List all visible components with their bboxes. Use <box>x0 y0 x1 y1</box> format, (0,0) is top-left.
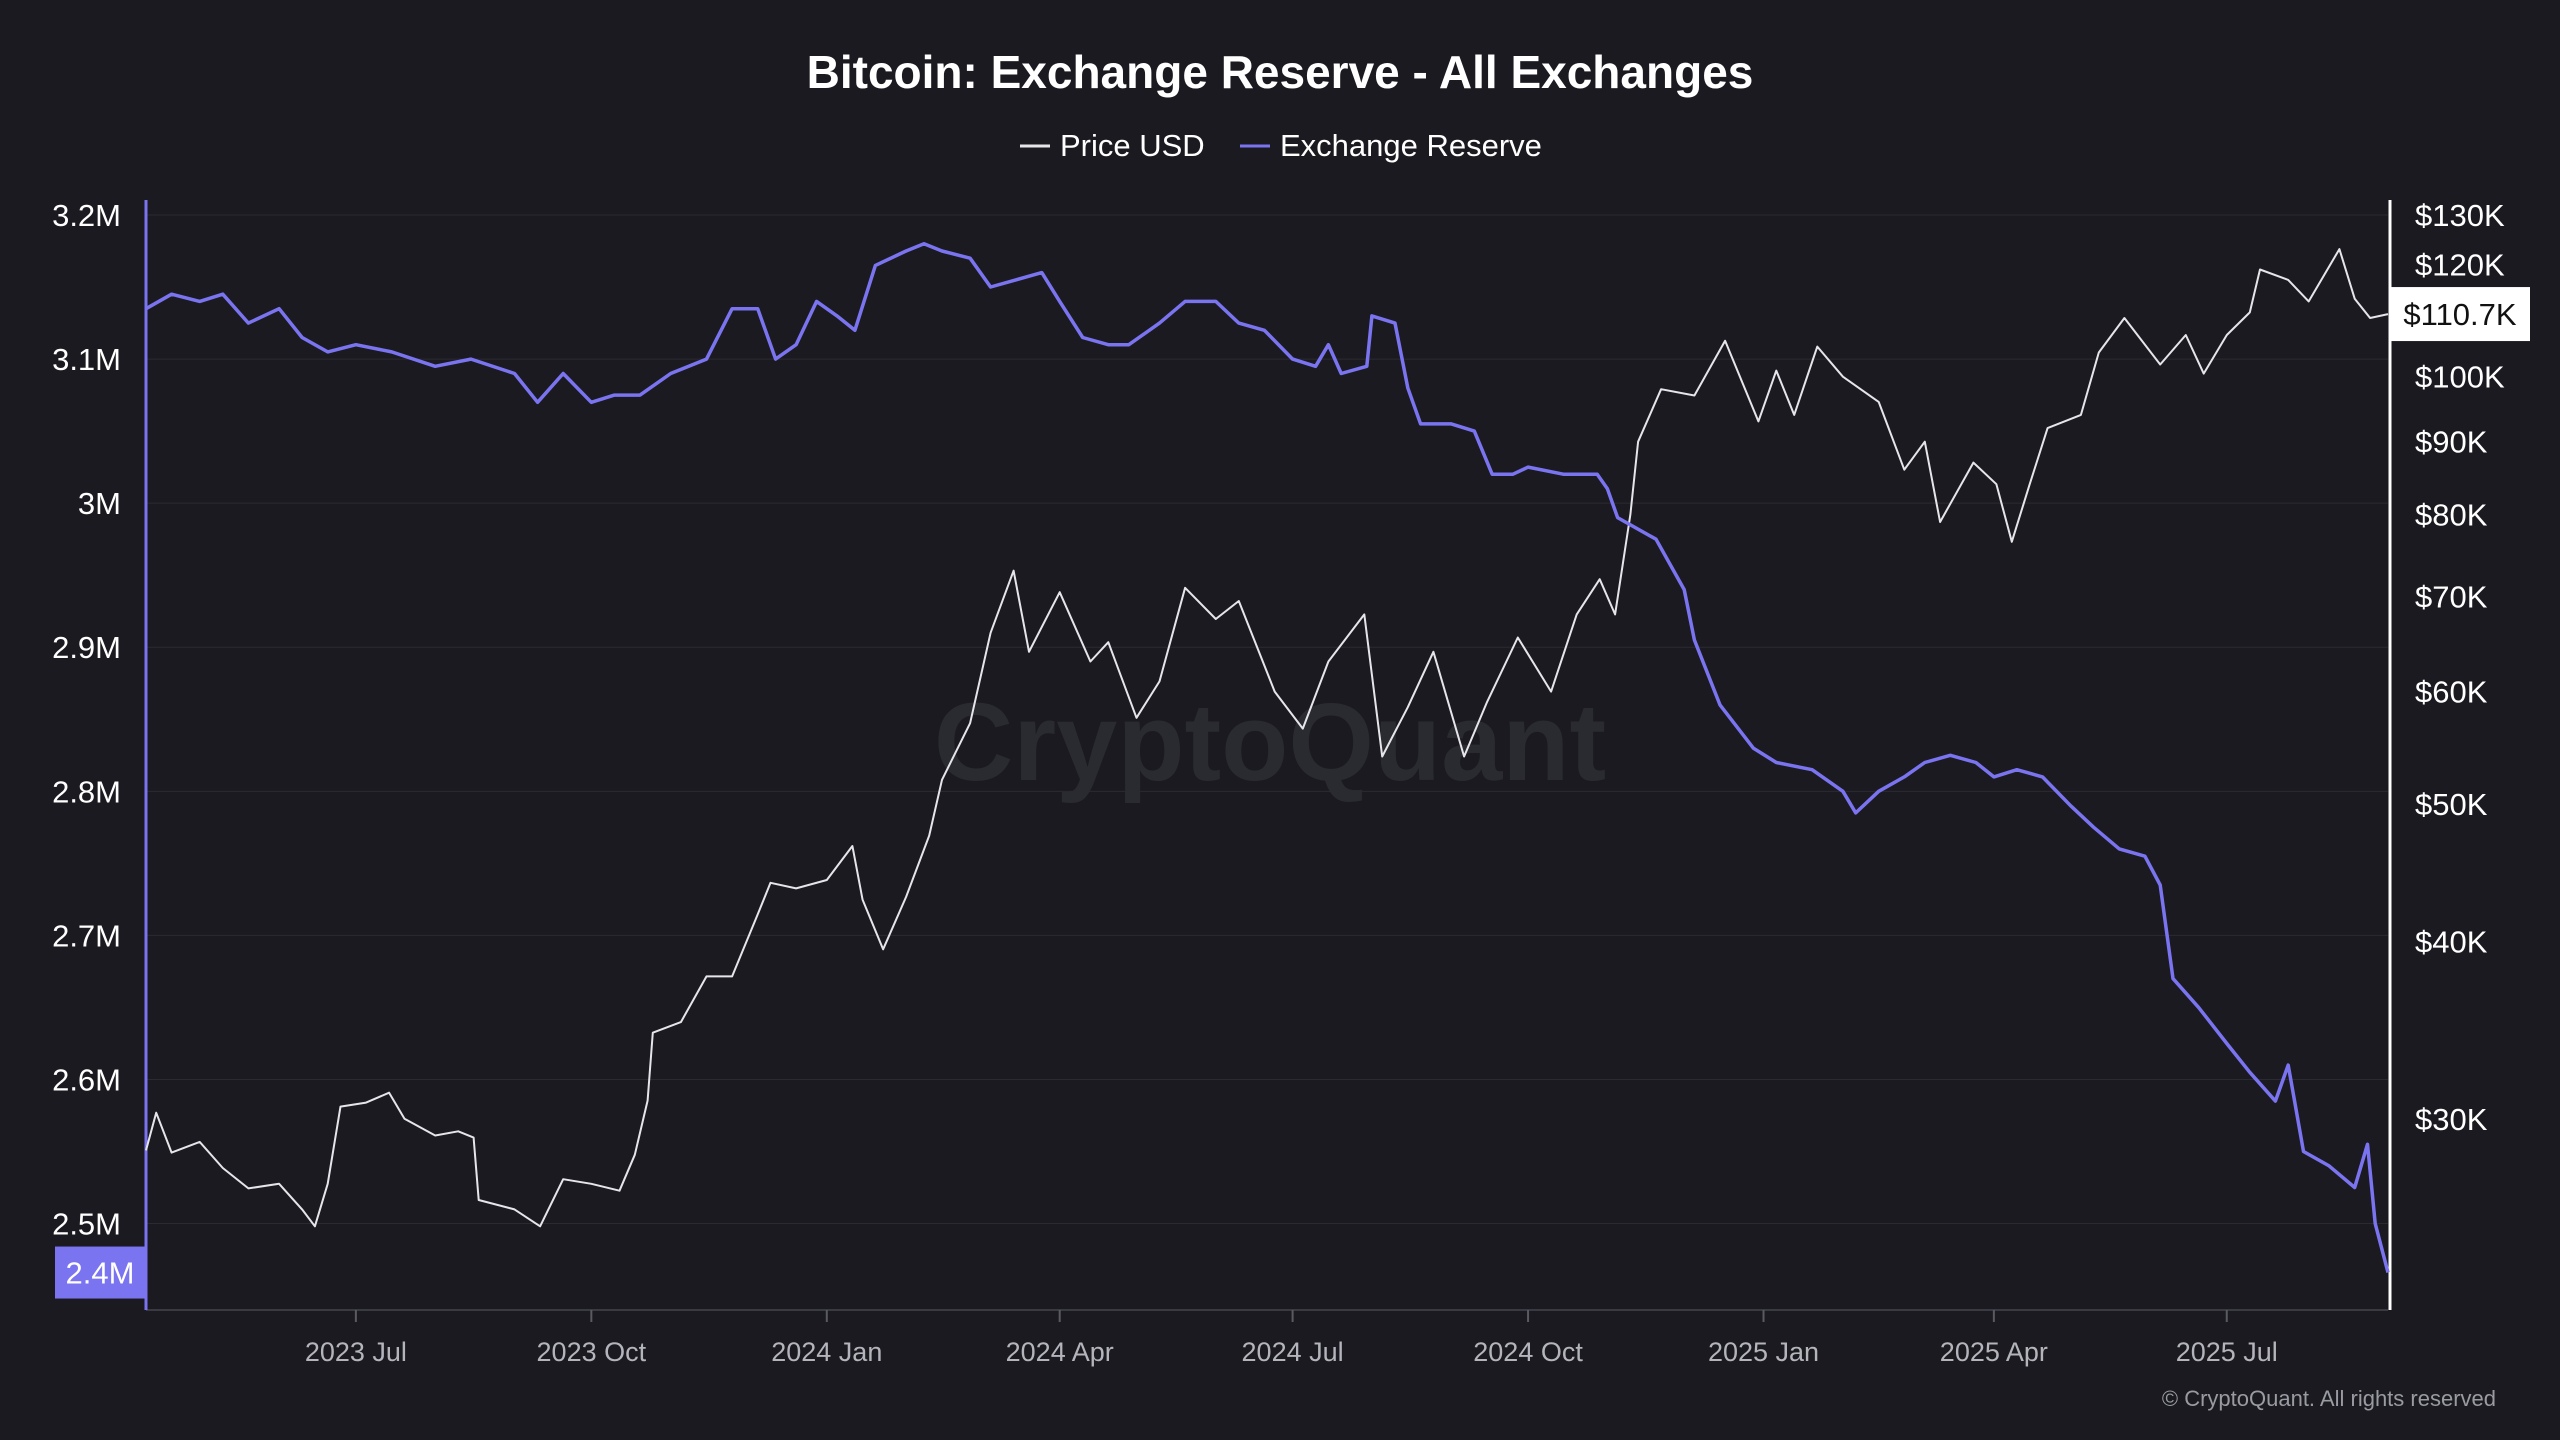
y-left-tick-label: 2.5M <box>52 1207 121 1242</box>
y-right-tick-label: $70K <box>2415 580 2488 615</box>
grid <box>146 214 2388 1225</box>
x-tick-label: 2024 Jul <box>1242 1337 1344 1367</box>
y-left-tick-label: 2.9M <box>52 630 121 665</box>
y-right-tick-label: $50K <box>2415 787 2488 822</box>
y-right-tick-label: $120K <box>2415 247 2505 282</box>
y-right-tick-label: $100K <box>2415 360 2505 395</box>
exchange-reserve-line <box>145 242 2390 1273</box>
current-reserve-label: 2.4M <box>66 1256 135 1291</box>
x-tick-label: 2023 Oct <box>537 1337 647 1367</box>
y-right-tick-label: $30K <box>2415 1102 2488 1137</box>
current-value-badges: $110.7K 2.4M <box>55 287 2530 1299</box>
legend-label-reserve: Exchange Reserve <box>1280 128 1542 163</box>
copyright: © CryptoQuant. All rights reserved <box>2162 1386 2496 1411</box>
current-price-badge <box>2390 287 2530 342</box>
y-left-tick-label: 3M <box>78 486 121 521</box>
axes: 3.2M 3.1M 3M 2.9M 2.8M 2.7M 2.6M 2.5M $130K $120K… <box>52 198 2505 1367</box>
series <box>145 242 2390 1273</box>
x-tick-label: 2024 Apr <box>1006 1337 1114 1367</box>
x-tick-label: 2024 Jan <box>771 1337 882 1367</box>
legend-label-price: Price USD <box>1060 128 1205 163</box>
current-price-label: $110.7K <box>2403 297 2517 332</box>
price-usd-line <box>145 248 2389 1228</box>
current-reserve-badge <box>55 1246 145 1299</box>
legend: Price USD Exchange Reserve <box>1020 128 1542 163</box>
chart-title: Bitcoin: Exchange Reserve - All Exchange… <box>807 46 1754 98</box>
y-left-tick-label: 2.8M <box>52 774 121 809</box>
x-tick-label: 2025 Jan <box>1708 1337 1819 1367</box>
y-right-tick-label: $90K <box>2415 425 2488 460</box>
y-right-tick-label: $40K <box>2415 925 2488 960</box>
watermark: CryptoQuant <box>934 681 1606 804</box>
y-left-tick-label: 3.2M <box>52 198 121 233</box>
y-right-tick-label: $130K <box>2415 198 2505 233</box>
x-tick-label: 2025 Jul <box>2176 1337 2278 1367</box>
x-tick-label: 2023 Jul <box>305 1337 407 1367</box>
y-left-tick-label: 2.7M <box>52 918 121 953</box>
y-right-tick-label: $60K <box>2415 675 2488 710</box>
x-tick-label: 2024 Oct <box>1473 1337 1583 1367</box>
x-tick-label: 2025 Apr <box>1940 1337 2048 1367</box>
y-left-tick-label: 2.6M <box>52 1062 121 1097</box>
y-left-tick-label: 3.1M <box>52 342 121 377</box>
y-right-tick-label: $80K <box>2415 497 2488 532</box>
